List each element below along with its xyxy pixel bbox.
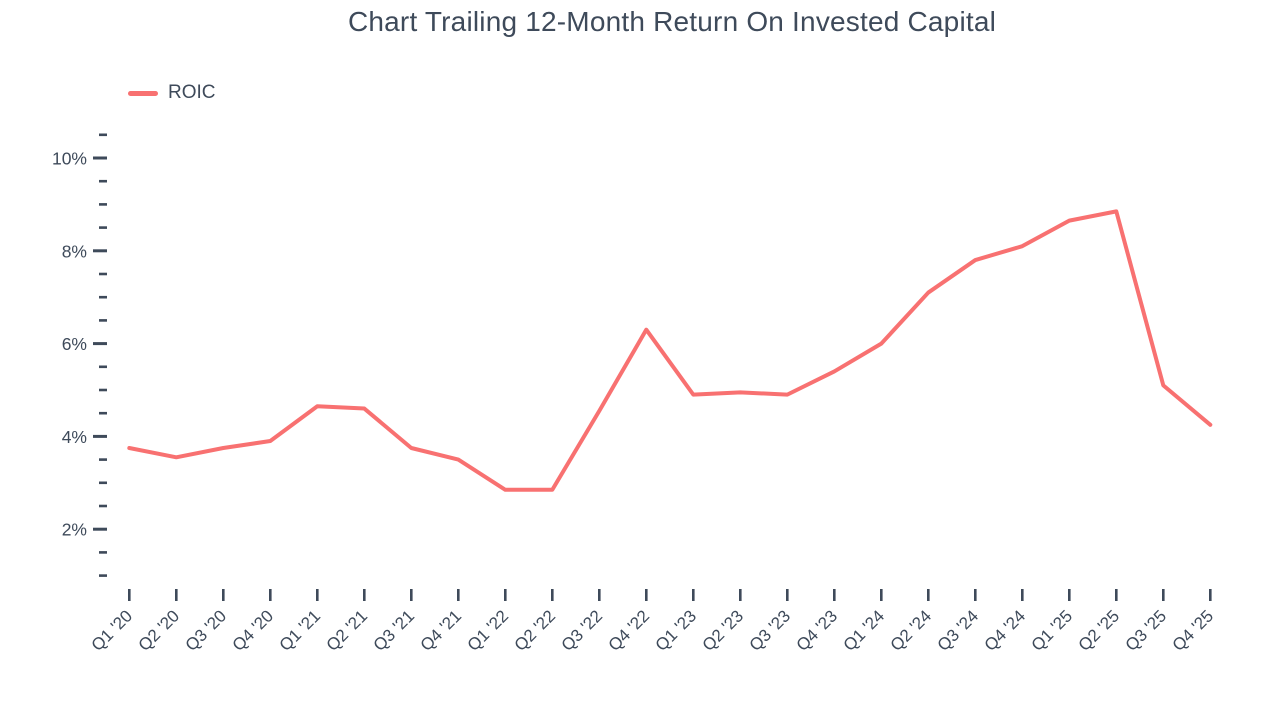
x-axis-tick-label: Q2 '21: [323, 606, 371, 654]
x-axis-tick-label: Q3 '22: [558, 606, 606, 654]
x-axis-tick-label: Q2 '23: [699, 606, 747, 654]
x-axis-tick-label: Q1 '21: [276, 606, 324, 654]
x-axis-tick-label: Q3 '25: [1122, 606, 1170, 654]
x-axis-tick-label: Q4 '20: [229, 606, 277, 654]
x-axis-tick-label: Q4 '21: [417, 606, 465, 654]
x-axis-tick-label: Q3 '24: [934, 606, 982, 654]
roic-series-line: [127, 209, 1213, 492]
x-axis-tick-label: Q4 '24: [981, 606, 1029, 654]
x-axis-tick-label: Q2 '25: [1075, 606, 1123, 654]
y-axis-tick-label: 2%: [62, 520, 87, 540]
x-axis-tick-label: Q3 '21: [370, 606, 418, 654]
x-axis-tick-label: Q3 '23: [746, 606, 794, 654]
x-axis-tick-label: Q4 '22: [605, 606, 653, 654]
x-axis-tick-label: Q2 '24: [887, 606, 935, 654]
legend: ROIC: [128, 82, 216, 104]
y-axis-tick-label: 10%: [52, 149, 87, 169]
x-axis-tick-label: Q4 '25: [1169, 606, 1217, 654]
x-axis-tick-label: Q1 '25: [1028, 606, 1076, 654]
x-axis-tick-label: Q1 '24: [840, 606, 888, 654]
x-axis-tick-label: Q2 '22: [511, 606, 559, 654]
x-axis-tick-label: Q2 '20: [135, 606, 183, 654]
y-axis-tick-label: 8%: [62, 241, 87, 261]
legend-label: ROIC: [168, 82, 216, 103]
x-axis-tick-label: Q1 '23: [652, 606, 700, 654]
chart-title: Chart Trailing 12-Month Return On Invest…: [347, 6, 997, 37]
x-axis-tick-label: Q1 '22: [464, 606, 512, 654]
y-axis-tick-label: 6%: [62, 334, 87, 354]
x-axis-tick-label: Q1 '20: [88, 606, 136, 654]
x-axis-tick-label: Q4 '23: [793, 606, 841, 654]
y-axis-tick-label: 4%: [62, 427, 87, 447]
legend-line-swatch: [128, 90, 158, 96]
x-axis-tick-label: Q3 '20: [182, 606, 230, 654]
